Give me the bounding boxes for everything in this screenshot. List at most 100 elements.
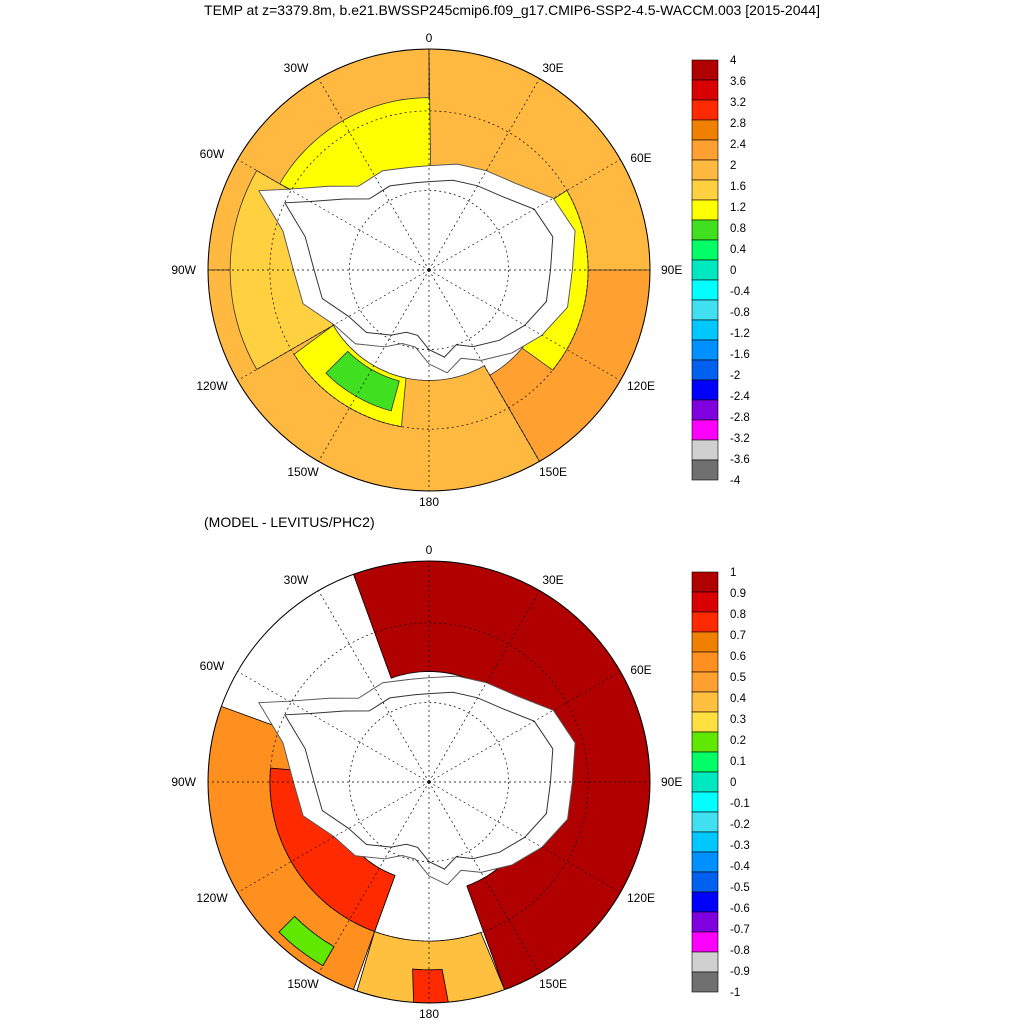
- temperature-colorbar-swatch: [691, 279, 719, 301]
- temperature-colorbar-tick: 0: [730, 265, 736, 277]
- meridian-line: [318, 269, 430, 462]
- difference-colorbar-tick: 0.2: [730, 735, 746, 747]
- difference-colorbar-swatch: [691, 951, 719, 973]
- temperature-colorbar-swatch: [691, 159, 719, 181]
- temperature-colorbar-swatch: [691, 339, 719, 361]
- antarctica-continent: [283, 691, 554, 870]
- meridian-line: [428, 671, 621, 783]
- difference-colorbar-tick: -0.5: [730, 882, 750, 894]
- temperature-colorbar-tick: 4: [730, 55, 737, 67]
- temperature-map: 0 30E 60E 90E 120E 150E 180 150W 120W 90W 60W 30W: [171, 31, 682, 509]
- difference-subtitle: (MODEL - LEVITUS/PHC2): [204, 514, 375, 530]
- temperature-colorbar-tick: 1.2: [730, 202, 746, 214]
- temperature-colorbar: 4 3.6 3.2 2.8 2.4 2 1.6 1.2 0.8 0.4 0 -0.4 -0.8 -1.2 -…: [691, 55, 750, 487]
- meridian-line: [428, 781, 621, 893]
- meridian-line: [318, 78, 430, 271]
- difference-colorbar-swatch: [691, 791, 719, 813]
- longitude-label: 150E: [539, 977, 567, 991]
- temperature-colorbar-tick: 2.8: [730, 118, 746, 130]
- temperature-colorbar-swatch: [691, 99, 719, 121]
- temperature-colorbar-swatch: [691, 119, 719, 141]
- temperature-colorbar-tick: 3.6: [730, 76, 746, 88]
- temperature-colorbar-tick: -4: [730, 475, 741, 487]
- temperature-colorbar-tick: -2.8: [730, 412, 750, 424]
- longitude-label: 120E: [627, 891, 655, 905]
- meridian-line: [428, 78, 540, 271]
- temperature-colorbar-tick: 2.4: [730, 139, 747, 151]
- temperature-colorbar-tick: -2: [730, 370, 740, 382]
- temperature-colorbar-tick: 0.4: [730, 244, 747, 256]
- antarctica-continent: [283, 179, 554, 358]
- temperature-colorbar-tick: 2: [730, 160, 736, 172]
- temperature-colorbar-tick: -0.4: [730, 286, 750, 298]
- longitude-label: 90W: [171, 263, 196, 277]
- difference-colorbar-tick: 0.9: [730, 588, 746, 600]
- difference-colorbar-tick: 0.5: [730, 672, 746, 684]
- temperature-colorbar-swatch: [691, 139, 719, 161]
- temperature-colorbar-tick: 3.2: [730, 97, 746, 109]
- difference-colorbar-swatch: [691, 771, 719, 793]
- meridian-line: [318, 781, 430, 974]
- difference-map: 0 30E 60E 90E 120E 150E 180 150W 120W 90W 60W 30W: [171, 543, 682, 1021]
- longitude-label: 60E: [630, 151, 651, 165]
- meridian-line: [428, 269, 621, 381]
- difference-colorbar-tick: 0: [730, 777, 736, 789]
- difference-colorbar-tick: 0.7: [730, 630, 746, 642]
- meridian-line: [237, 781, 430, 893]
- difference-colorbar-swatch: [691, 911, 719, 933]
- difference-colorbar-tick: 0.1: [730, 756, 746, 768]
- difference-colorbar-tick: -0.4: [730, 861, 750, 873]
- longitude-label: 60E: [630, 663, 651, 677]
- meridian-line: [237, 269, 430, 381]
- difference-colorbar-tick: -0.1: [730, 798, 750, 810]
- meridian-line: [318, 590, 430, 783]
- meridian-line: [428, 159, 621, 271]
- difference-colorbar-swatch: [691, 631, 719, 653]
- temperature-field-region: [325, 350, 400, 412]
- longitude-label: 150W: [287, 977, 319, 991]
- difference-colorbar-swatch: [691, 671, 719, 693]
- meridian-line: [237, 159, 430, 271]
- meridian-line: [428, 590, 540, 783]
- longitude-label: 30E: [542, 573, 563, 587]
- difference-colorbar-tick: -0.7: [730, 924, 750, 936]
- longitude-label: 30E: [542, 61, 563, 75]
- difference-colorbar-swatch: [691, 971, 719, 993]
- longitude-label: 180: [419, 1007, 439, 1021]
- meridian-line: [428, 781, 540, 974]
- longitude-label: 150E: [539, 465, 567, 479]
- longitude-label: 30W: [284, 61, 309, 75]
- difference-colorbar-tick: -0.8: [730, 945, 750, 957]
- plot-title: TEMP at z=3379.8m, b.e21.BWSSP245cmip6.f…: [204, 2, 820, 18]
- difference-colorbar-tick: -0.2: [730, 819, 750, 831]
- difference-colorbar-swatch: [691, 731, 719, 753]
- difference-colorbar-swatch: [691, 871, 719, 893]
- meridian-line: [428, 269, 540, 462]
- difference-colorbar-tick: 0.4: [730, 693, 747, 705]
- latitude-circle: [269, 110, 589, 430]
- temperature-colorbar-swatch: [691, 419, 719, 441]
- temperature-colorbar-swatch: [691, 219, 719, 241]
- difference-colorbar-tick: 0.3: [730, 714, 746, 726]
- difference-colorbar-swatch: [691, 851, 719, 873]
- temperature-colorbar-swatch: [691, 319, 719, 341]
- longitude-label: 60W: [200, 659, 225, 673]
- temperature-colorbar-swatch: [691, 259, 719, 281]
- difference-colorbar-swatch: [691, 691, 719, 713]
- temperature-colorbar-swatch: [691, 459, 719, 481]
- longitude-label: 120E: [627, 379, 655, 393]
- longitude-label: 90E: [661, 775, 682, 789]
- difference-colorbar-swatch: [691, 831, 719, 853]
- difference-field-region: [278, 915, 335, 967]
- meridian-line: [237, 671, 430, 783]
- temperature-colorbar-swatch: [691, 359, 719, 381]
- longitude-label: 0: [426, 31, 433, 45]
- longitude-label: 90E: [661, 263, 682, 277]
- difference-colorbar-swatch: [691, 891, 719, 913]
- difference-colorbar-tick: 0.6: [730, 651, 746, 663]
- difference-colorbar-tick: -1: [730, 987, 740, 999]
- latitude-circle: [349, 702, 509, 862]
- difference-colorbar-tick: 1: [730, 567, 736, 579]
- temperature-colorbar-swatch: [691, 179, 719, 201]
- difference-colorbar: 1 0.9 0.8 0.7 0.6 0.5 0.4 0.3 0.2 0.1 0 -0.1 -0.2 -0.…: [691, 567, 750, 999]
